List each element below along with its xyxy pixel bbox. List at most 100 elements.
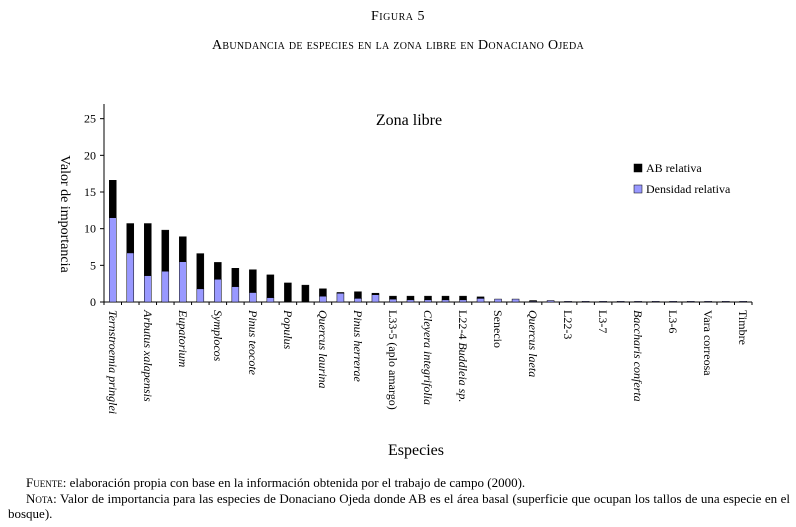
bar-ab-relativa [424,295,432,301]
bar-densidad-relativa [581,301,590,303]
stacked-bar-chart: 0 5 10 15 20 25 Ternstroemia pringlei Arbutus … [57,104,753,459]
y-tick-label: 0 [90,295,96,309]
note-text: : Valor de importancia para las especies… [8,491,790,521]
bar-densidad-relativa [511,298,520,303]
y-axis-label: Valor de importancia [57,155,72,273]
bar-densidad-relativa [266,297,275,303]
bar-densidad-relativa [319,295,327,303]
bar-densidad-relativa [616,301,625,303]
y-tick-label: 5 [90,258,96,272]
x-category-label: Pinus teocote [246,309,260,376]
x-category-label: Cleyera integrifolia [421,310,435,405]
bar-densidad-relativa [354,298,362,303]
x-category-label: Quercus laurina [316,310,330,389]
bar-densidad-relativa [739,301,747,303]
y-tick-label: 20 [84,148,96,162]
bar-densidad-relativa [564,301,572,303]
bar-ab-relativa [389,295,397,300]
bar-ab-relativa [459,295,467,301]
bar-densidad-relativa [476,298,485,303]
figure-title: Abundancia de especies en la zona libre … [212,38,584,53]
legend-swatch [633,163,643,173]
bar-ab-relativa [214,262,222,280]
x-category-label: Pinus herrerae [351,309,365,383]
source-note: Fuente: elaboración propia con base en l… [8,475,790,490]
source-label: Fuente [26,475,63,490]
bar-densidad-relativa [336,292,345,303]
bar-ab-relativa [249,269,257,293]
x-category-label: L22-3 [561,310,575,339]
bar-densidad-relativa [686,301,695,303]
x-category-label: Populus [281,309,295,350]
bar-densidad-relativa [634,301,642,303]
bar-ab-relativa [476,296,485,299]
x-category-label: Vara correosa [701,310,715,376]
bar-ab-relativa [284,282,292,303]
legend-label: Densidad relativa [646,182,731,196]
source-text: : elaboración propia con base en la info… [62,475,526,490]
bar-densidad-relativa [704,301,712,303]
bar-densidad-relativa [126,252,135,303]
y-tick-label: 15 [84,185,96,199]
legend-label: AB relativa [646,161,702,175]
bar-densidad-relativa [424,299,432,303]
legend: AB relativa Densidad relativa [633,161,731,196]
bar-densidad-relativa [721,301,730,303]
bar-ab-relativa [196,253,205,290]
bar-ab-relativa [126,223,135,254]
bar-ab-relativa [319,288,327,297]
bars-layer [109,180,747,303]
labels-layer: Ternstroemia pringlei Arbutus xalapensis E… [57,112,750,459]
x-category-label: Baccharis conferta [631,310,645,402]
x-category-label: L3-6 [666,310,680,333]
bar-densidad-relativa [669,301,677,303]
bar-densidad-relativa [546,300,555,303]
bar-densidad-relativa [494,298,502,303]
x-category-label: L33-5 (aplo amargo) [386,310,400,410]
bar-densidad-relativa [214,279,222,303]
bar-ab-relativa [161,229,170,272]
x-category-label: L3-7 [596,310,610,333]
x-category-label: Eupatorium [176,309,190,368]
bar-ab-relativa [301,284,310,303]
bar-ab-relativa [231,268,240,287]
bar-densidad-relativa [144,275,152,303]
note-label: Nota [26,491,54,506]
chart-title: Zona libre [376,112,442,129]
bar-densidad-relativa [161,270,170,303]
bar-densidad-relativa [109,217,117,303]
y-tick-label: 10 [84,222,96,236]
bar-densidad-relativa [599,301,607,303]
legend-swatch [633,184,643,194]
bar-densidad-relativa [196,288,205,303]
x-category-label: Senecio [491,310,505,348]
bar-densidad-relativa [459,299,467,303]
bar-ab-relativa [336,292,345,294]
bar-densidad-relativa [651,301,660,303]
x-category-label: Timbre [736,310,750,345]
bar-ab-relativa [354,291,362,299]
bar-densidad-relativa [179,261,187,303]
bar-ab-relativa [441,295,450,301]
x-category-label: Arbutus xalapensis [141,309,155,402]
x-category-label: Ternstroemia pringlei [106,310,120,414]
bar-densidad-relativa [406,299,415,303]
bar-densidad-relativa [389,298,397,303]
bar-densidad-relativa [231,286,240,303]
bar-ab-relativa [144,223,152,276]
bar-ab-relativa [529,300,537,302]
figure-label: Figura 5 [371,9,425,24]
bar-ab-relativa [406,295,415,301]
x-axis-label: Especies [388,442,444,459]
bar-densidad-relativa [249,292,257,303]
bar-ab-relativa [266,274,275,298]
x-category-label: Symplocos [211,310,225,362]
bar-densidad-relativa [371,294,380,303]
footnote: Nota: Valor de importancia para las espe… [8,491,790,521]
bar-densidad-relativa [441,299,450,303]
x-category-label: Quercus laeta [526,310,540,377]
bar-ab-relativa [109,180,117,218]
x-category-label: L22-4 Buddleia sp. [456,310,470,402]
y-tick-label: 25 [84,112,96,126]
bar-ab-relativa [371,292,380,295]
